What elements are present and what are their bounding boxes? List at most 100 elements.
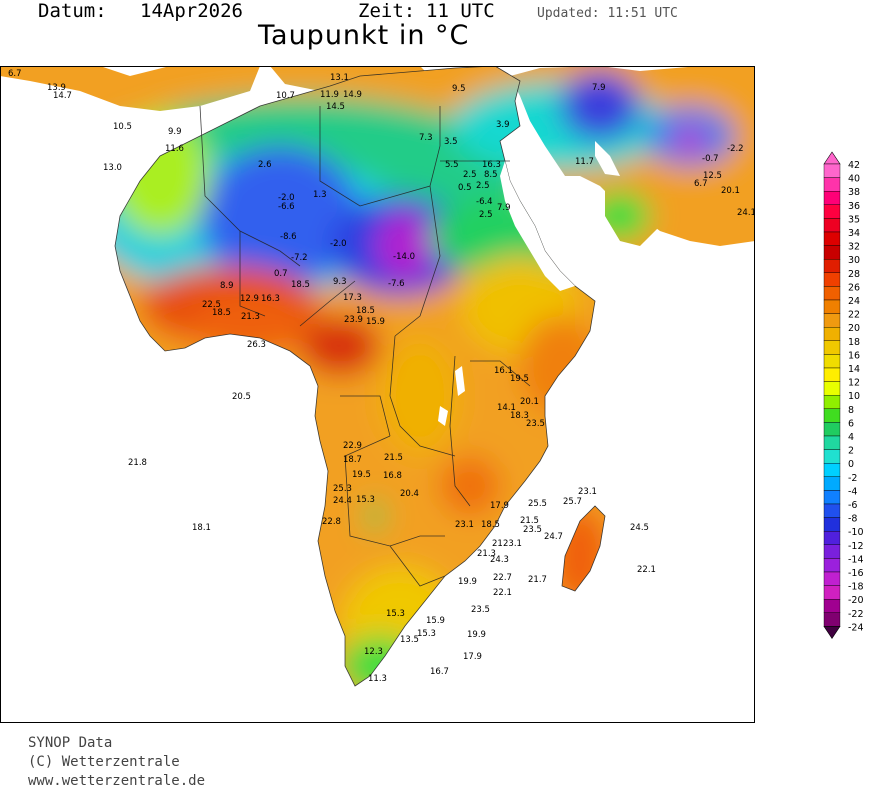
colorbar-label: 30 <box>848 255 860 266</box>
station-value: 0.5 <box>458 183 472 193</box>
station-value: 19.9 <box>458 577 477 587</box>
station-value: 18.3 <box>510 411 529 421</box>
colorbar-label: 40 <box>848 174 860 185</box>
station-value: 19.5 <box>510 374 529 384</box>
colorbar-label: 0 <box>848 459 854 470</box>
colorbar-swatch <box>823 354 841 369</box>
station-value: 13.1 <box>330 73 349 83</box>
station-value: 22.1 <box>493 588 512 598</box>
station-value: -2.0 <box>330 239 347 249</box>
colorbar-swatch <box>823 218 841 233</box>
footer-url[interactable]: www.wetterzentrale.de <box>28 773 206 789</box>
station-value: 23.5 <box>471 605 490 615</box>
colorbar-label: -2 <box>848 473 857 484</box>
colorbar-label: -14 <box>848 554 864 565</box>
map-title: Taupunkt in °C <box>258 20 470 51</box>
colorbar-swatch <box>823 476 841 491</box>
station-value: -6.6 <box>278 202 295 212</box>
station-value: 18.5 <box>291 280 310 290</box>
station-value: -14.0 <box>393 252 415 262</box>
colorbar-swatch <box>823 517 841 532</box>
colorbar-label: 42 <box>848 160 860 171</box>
station-value: 8.9 <box>220 281 234 291</box>
colorbar-label: 12 <box>848 378 860 389</box>
station-value: 21.5 <box>520 516 539 526</box>
colorbar-swatch <box>823 367 841 382</box>
station-value: 22.7 <box>493 573 512 583</box>
colorbar-label: -18 <box>848 582 864 593</box>
colorbar-label: -20 <box>848 595 864 606</box>
colorbar-swatch <box>823 449 841 464</box>
station-value: 20.5 <box>232 392 251 402</box>
datum-label: Datum: <box>38 0 107 22</box>
station-value: 24.1 <box>737 208 755 218</box>
colorbar-label: 16 <box>848 350 860 361</box>
station-value: 1.3 <box>313 190 327 200</box>
station-value: 9.9 <box>168 127 182 137</box>
station-value: 11.3 <box>368 674 387 684</box>
station-value: 20.1 <box>520 397 539 407</box>
colorbar-swatch <box>823 544 841 559</box>
station-value: 24.3 <box>490 555 509 565</box>
colorbar-swatch <box>823 326 841 341</box>
station-value: -8.6 <box>280 232 297 242</box>
colorbar-label: 8 <box>848 405 854 416</box>
station-value: 24.5 <box>630 523 649 533</box>
station-value: 25.5 <box>528 499 547 509</box>
station-value: 22.8 <box>322 517 341 527</box>
station-value: 5.5 <box>445 160 459 170</box>
station-value: 3.9 <box>496 120 510 130</box>
colorbar-swatch <box>823 394 841 409</box>
colorbar-label: -8 <box>848 514 857 525</box>
station-value: 18.5 <box>356 306 375 316</box>
colorbar-swatch <box>823 258 841 273</box>
colorbar-swatch <box>823 408 841 423</box>
station-value: 21.3 <box>241 312 260 322</box>
colorbar-label: 32 <box>848 242 860 253</box>
colorbar-swatch <box>823 435 841 450</box>
colorbar-swatch <box>823 599 841 614</box>
station-value: 19.9 <box>467 630 486 640</box>
zeit-value: 11 UTC <box>426 0 495 22</box>
station-value: 15.3 <box>386 609 405 619</box>
station-value: 18.7 <box>343 455 362 465</box>
station-value: 21.7 <box>528 575 547 585</box>
colorbar-label: 35 <box>848 214 860 225</box>
station-value: 16.1 <box>494 366 513 376</box>
colorbar-swatch <box>823 381 841 396</box>
colorbar-label: 34 <box>848 228 860 239</box>
station-value: 16.3 <box>261 294 280 304</box>
station-value: 21 <box>492 539 503 549</box>
colorbar-label: 4 <box>848 432 854 443</box>
colorbar-label: 20 <box>848 323 860 334</box>
colorbar-swatch <box>823 490 841 505</box>
station-value: 18.1 <box>192 523 211 533</box>
colorbar-legend: 4240383635343230282624222018161412108642… <box>823 151 864 639</box>
station-value: 13.9 <box>47 83 66 93</box>
station-value: 12.5 <box>703 171 722 181</box>
colorbar-swatch <box>823 204 841 219</box>
station-value: 14.5 <box>326 102 345 112</box>
colorbar-label: 26 <box>848 282 860 293</box>
colorbar-label: -4 <box>848 486 857 497</box>
station-value: -7.6 <box>388 279 405 289</box>
colorbar-label: 28 <box>848 269 860 280</box>
colorbar-swatch <box>823 299 841 314</box>
colorbar-label: 6 <box>848 418 854 429</box>
colorbar-swatch <box>823 272 841 287</box>
colorbar-swatch <box>823 231 841 246</box>
station-value: 23.1 <box>578 487 597 497</box>
station-labels: 6.7 13.914.7 10.7 14.5 10.5 9.9 11.6 2.6 13.0 7.3… <box>8 69 755 684</box>
station-value: 14.1 <box>497 403 516 413</box>
colorbar-swatches <box>823 151 841 639</box>
colorbar-labels: 4240383635343230282624222018161412108642… <box>848 160 864 633</box>
station-value: 18.5 <box>212 308 231 318</box>
station-value: 10.5 <box>113 122 132 132</box>
colorbar-label: 36 <box>848 201 860 212</box>
dewpoint-map: 6.7 13.914.7 10.7 14.5 10.5 9.9 11.6 2.6 13.0 7.3… <box>0 66 755 723</box>
station-value: 22.1 <box>637 565 656 575</box>
station-value: 23.9 <box>344 315 363 325</box>
station-value: 23.5 <box>526 419 545 429</box>
station-value: 25.7 <box>563 497 582 507</box>
station-value: 16.7 <box>430 667 449 677</box>
